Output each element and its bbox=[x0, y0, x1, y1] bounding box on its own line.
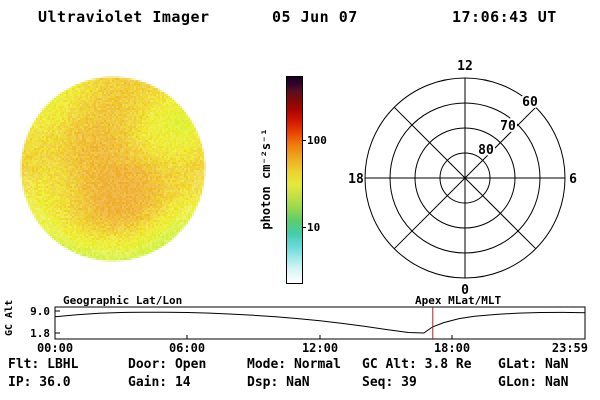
colorbar-tick-label-10: 10 bbox=[307, 221, 320, 234]
mlt-label-12: 12 bbox=[457, 59, 473, 74]
x-tick-label-1200: 12:00 bbox=[302, 341, 338, 355]
orbit-top-left-label: Geographic Lat/Lon bbox=[63, 294, 182, 307]
orbit-plot: Geographic Lat/Lon Apex MLat/MLT GC Alt … bbox=[0, 294, 600, 358]
status-glon: GLon: NaN bbox=[498, 375, 568, 390]
colorbar-tick-label-100: 100 bbox=[307, 134, 327, 147]
orbit-curve bbox=[55, 312, 585, 333]
mlat-label-70: 70 bbox=[500, 119, 516, 134]
y-tick-label-max: 9.0 bbox=[30, 305, 50, 318]
mlat-label-80: 80 bbox=[478, 143, 494, 158]
status-seq: Seq: 39 bbox=[362, 375, 417, 390]
ultraviolet-imager-window: Ultraviolet Imager 05 Jun 07 17:06:43 UT… bbox=[0, 0, 600, 400]
status-ip: IP: 36.0 bbox=[8, 375, 71, 390]
status-dsp: Dsp: NaN bbox=[247, 375, 310, 390]
gc-alt-axis-label: GC Alt bbox=[4, 300, 15, 336]
date-display: 05 Jun 07 bbox=[272, 8, 358, 26]
status-gcalt: GC Alt: 3.8 Re bbox=[362, 357, 472, 372]
colorbar-unit-label: photon cm⁻²s⁻¹ bbox=[259, 107, 273, 251]
status-mode: Mode: Normal bbox=[247, 357, 341, 372]
y-tick-label-min: 1.8 bbox=[30, 327, 50, 340]
colorbar bbox=[286, 76, 303, 284]
x-tick-label-1800: 18:00 bbox=[434, 341, 470, 355]
polar-grid: 12 0 18 6 60 70 80 bbox=[340, 40, 590, 304]
status-glat: GLat: NaN bbox=[498, 357, 568, 372]
mlat-label-60: 60 bbox=[522, 95, 538, 110]
uvi-image bbox=[18, 74, 206, 262]
status-door: Door: Open bbox=[128, 357, 206, 372]
mlt-label-18: 18 bbox=[348, 172, 364, 187]
time-display: 17:06:43 UT bbox=[452, 8, 557, 26]
mlt-label-6: 6 bbox=[569, 172, 577, 187]
orbit-top-right-label: Apex MLat/MLT bbox=[415, 294, 501, 307]
status-gain: Gain: 14 bbox=[128, 375, 191, 390]
orbit-box bbox=[55, 307, 585, 339]
x-tick-label-0600: 06:00 bbox=[169, 341, 205, 355]
colorbar-tick-mark bbox=[302, 140, 306, 141]
app-title: Ultraviolet Imager bbox=[38, 8, 210, 26]
x-tick-label-2359: 23:59 bbox=[552, 341, 588, 355]
x-tick-label-0000: 00:00 bbox=[37, 341, 73, 355]
status-flt: Flt: LBHL bbox=[8, 357, 78, 372]
colorbar-tick-mark bbox=[302, 227, 306, 228]
